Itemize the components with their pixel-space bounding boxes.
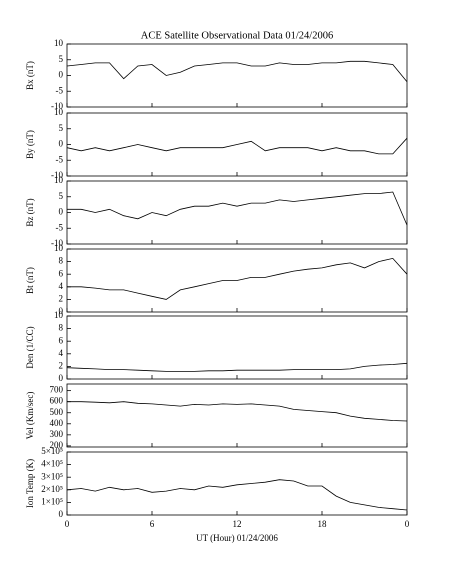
y-tick-label: 0 [59,509,64,519]
y-tick-label: 2 [59,360,64,370]
data-line [67,257,408,300]
y-tick-label: 0 [59,70,64,80]
data-line [67,191,408,226]
data-line [66,137,408,155]
y-tick-label: 3×10⁵ [41,471,63,481]
y-axis-label: Bt (nT) [25,267,35,294]
y-tick-label: 10 [54,175,64,185]
y-tick-label: 0 [59,306,64,316]
y-tick-label: -5 [56,222,64,232]
y-tick-label: 500 [50,407,64,417]
y-tick-label: 6 [59,335,64,345]
y-tick-label: 10 [54,38,64,48]
chart-title: ACE Satellite Observational Data 01/24/2… [141,30,333,41]
y-tick-label: -5 [56,85,64,95]
panel-frame [66,451,408,516]
y-tick-label: 6 [59,268,64,278]
x-axis-label: UT (Hour) 01/24/2006 [196,533,278,543]
y-tick-label: 400 [50,418,64,428]
y-tick-label: 10 [54,107,64,117]
panel-frame [66,43,408,108]
y-tick-label: 5 [59,191,64,201]
y-tick-label: 10 [54,243,64,253]
y-tick-label: 700 [50,385,64,395]
y-tick-label: 1×10⁵ [41,496,63,506]
y-tick-label: 5 [59,123,64,133]
data-line [67,401,408,422]
y-tick-label: 200 [50,440,64,450]
panel-frame [66,180,408,245]
y-tick-label: 600 [50,396,64,406]
data-line [66,479,408,511]
x-tick-label: 0 [65,519,70,529]
y-axis-label: By (nT) [25,130,35,159]
y-tick-label: 10 [54,310,64,320]
y-tick-label: 0 [59,207,64,217]
y-tick-label: 2 [59,293,64,303]
y-tick-label: 0 [59,139,64,149]
y-axis-label: Bx (nT) [25,61,35,90]
data-line [66,362,408,372]
y-axis-label: Den (1/CC) [25,326,35,368]
x-tick-label: 0 [405,519,410,529]
y-tick-label: 300 [50,429,64,439]
data-line [66,60,408,83]
y-tick-label: 0 [59,373,64,383]
y-tick-label: 4×10⁵ [41,459,63,469]
y-tick-label: -5 [56,154,64,164]
y-tick-label: 8 [59,323,64,333]
panel-frame [66,383,408,448]
y-tick-label: 5×10⁵ [41,446,63,456]
y-tick-label: 4 [59,348,64,358]
y-axis-label: Bz (nT) [25,198,35,226]
y-axis-label: Ion Temp (K) [25,459,35,508]
y-tick-label: -10 [51,101,63,111]
y-tick-label: 8 [59,256,64,266]
y-tick-label: 4 [59,281,64,291]
y-tick-label: -10 [51,170,63,180]
y-axis-label: Vel (Km/sec) [25,392,35,440]
x-tick-label: 6 [150,519,155,529]
x-tick-label: 18 [318,519,328,529]
y-tick-label: 5 [59,54,64,64]
x-tick-label: 12 [233,519,242,529]
y-tick-label: 2×10⁵ [41,484,63,494]
y-tick-label: -10 [51,238,63,248]
